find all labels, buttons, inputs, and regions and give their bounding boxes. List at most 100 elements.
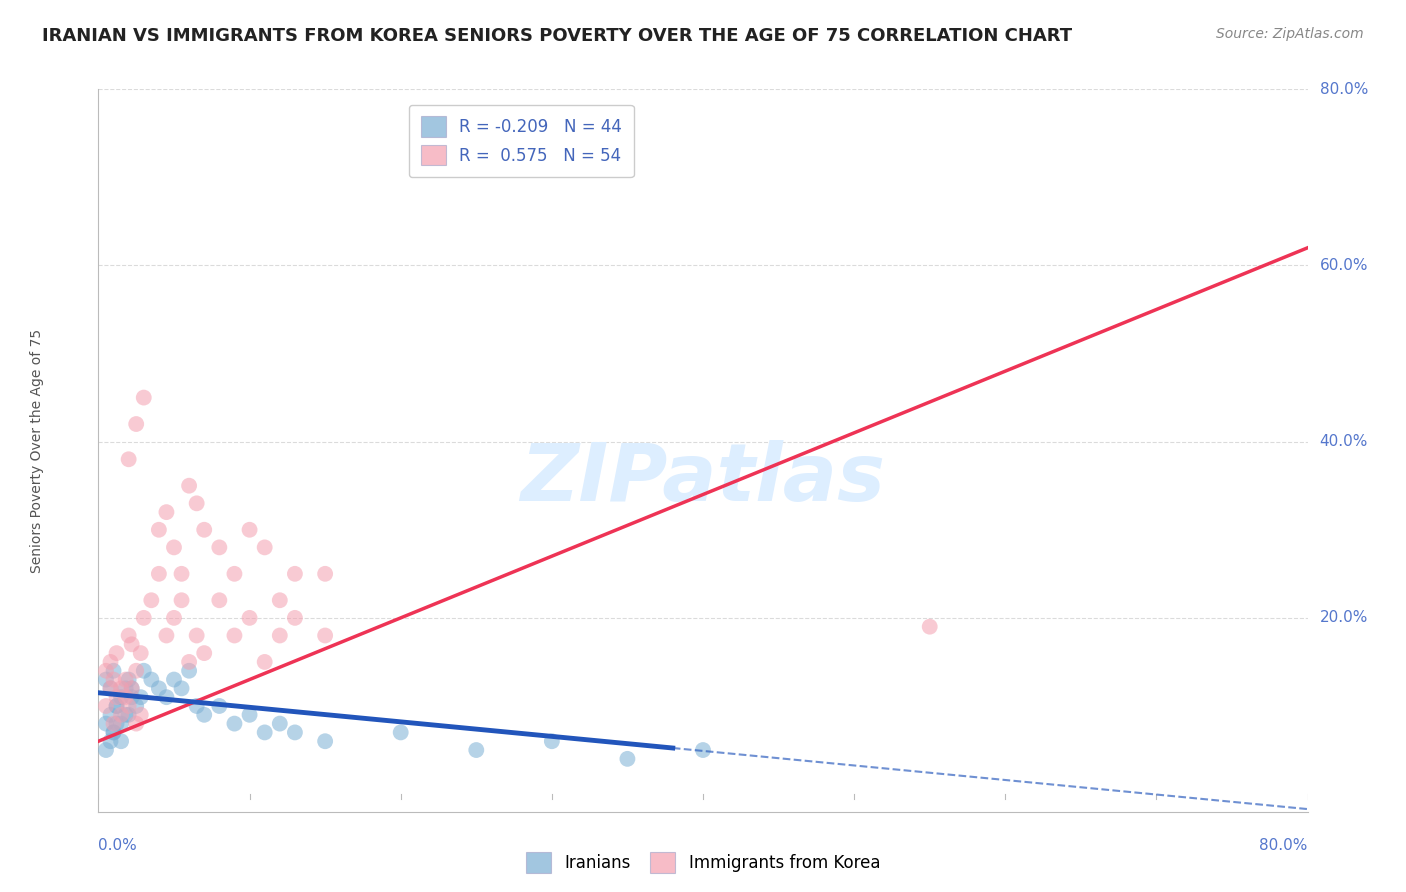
Point [208,541,231,555]
Point [100,681,122,696]
Point [208,698,231,713]
Point [186,698,208,713]
Point [540,734,562,748]
Point [125,716,148,731]
Point [121,681,143,696]
Point [125,698,148,713]
Point [616,752,638,766]
Point [110,707,132,722]
Point [105,716,128,731]
Point [121,637,143,651]
Point [284,725,307,739]
Point [114,673,136,687]
Point [118,673,141,687]
Text: ZIPatlas: ZIPatlas [520,441,886,518]
Point [103,664,125,678]
Point [239,523,262,537]
Point [314,628,336,642]
Point [163,673,186,687]
Point [105,698,128,713]
Point [100,655,122,669]
Point [132,664,155,678]
Point [253,725,276,739]
Point [110,681,132,696]
Point [103,725,125,739]
Text: Seniors Poverty Over the Age of 75: Seniors Poverty Over the Age of 75 [30,328,44,573]
Point [129,707,152,722]
Point [179,664,201,678]
Point [94,698,117,713]
Point [314,566,336,581]
Point [148,523,170,537]
Point [100,707,122,722]
Point [100,681,122,696]
Point [129,690,152,705]
Point [141,593,163,607]
Point [179,479,201,493]
Point [110,690,132,705]
Point [170,566,193,581]
Text: IRANIAN VS IMMIGRANTS FROM KOREA SENIORS POVERTY OVER THE AGE OF 75 CORRELATION : IRANIAN VS IMMIGRANTS FROM KOREA SENIORS… [42,27,1073,45]
Point [163,541,186,555]
Point [105,690,128,705]
Point [269,716,291,731]
Point [389,725,412,739]
Point [118,452,141,467]
Point [118,698,141,713]
Point [465,743,488,757]
Point [94,673,117,687]
Point [121,690,143,705]
Point [110,734,132,748]
Point [114,681,136,696]
Point [269,628,291,642]
Point [132,391,155,405]
Point [224,716,246,731]
Point [155,505,177,519]
Point [239,611,262,625]
Point [186,628,208,642]
Point [208,593,231,607]
Point [100,734,122,748]
Text: 40.0%: 40.0% [1320,434,1368,450]
Point [105,646,128,660]
Point [193,523,215,537]
Point [224,566,246,581]
Point [193,707,215,722]
Point [314,734,336,748]
Point [284,611,307,625]
Point [110,716,132,731]
Point [129,646,152,660]
Point [148,681,170,696]
Point [125,417,148,431]
Point [186,496,208,510]
Text: 60.0%: 60.0% [1320,258,1368,273]
Text: 80.0%: 80.0% [1260,838,1308,853]
Legend: R = -0.209   N = 44, R =  0.575   N = 54: R = -0.209 N = 44, R = 0.575 N = 54 [409,104,634,178]
Point [114,690,136,705]
Point [170,681,193,696]
Text: Source: ZipAtlas.com: Source: ZipAtlas.com [1216,27,1364,41]
Text: 20.0%: 20.0% [1320,610,1368,625]
Point [103,725,125,739]
Point [125,664,148,678]
Point [269,593,291,607]
Point [118,628,141,642]
Point [94,716,117,731]
Point [170,593,193,607]
Point [132,611,155,625]
Point [105,698,128,713]
Point [94,664,117,678]
Point [253,541,276,555]
Point [193,646,215,660]
Point [224,628,246,642]
Point [692,743,714,757]
Point [155,628,177,642]
Point [114,707,136,722]
Point [121,681,143,696]
Point [163,611,186,625]
Point [141,673,163,687]
Text: 80.0%: 80.0% [1320,82,1368,96]
Point [94,743,117,757]
Point [148,566,170,581]
Point [179,655,201,669]
